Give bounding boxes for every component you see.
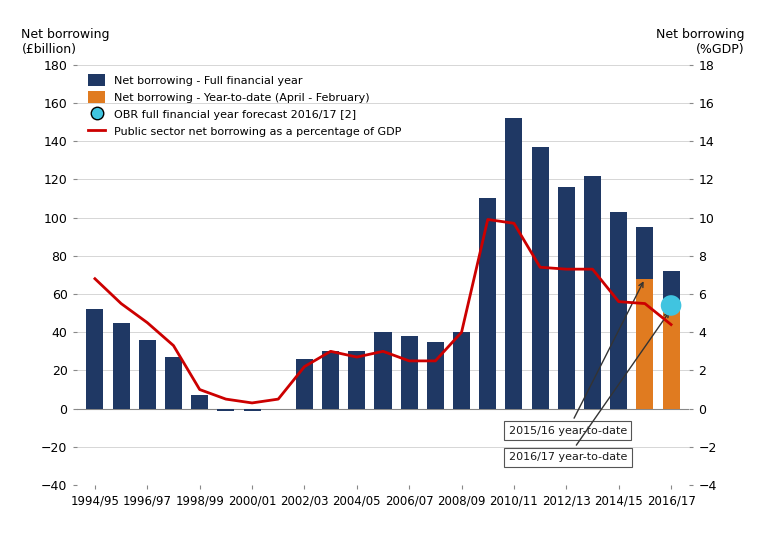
Legend: Net borrowing - Full financial year, Net borrowing - Year-to-date (April - Febru: Net borrowing - Full financial year, Net… — [88, 74, 401, 137]
Bar — [427, 342, 444, 409]
Bar — [532, 147, 548, 409]
Text: Net borrowing
(%GDP): Net borrowing (%GDP) — [656, 28, 745, 56]
Bar — [375, 332, 391, 409]
Bar — [87, 309, 103, 409]
Bar — [139, 340, 155, 409]
Bar — [480, 198, 496, 409]
Bar — [401, 336, 417, 409]
Point — [665, 301, 677, 310]
Text: 2015/16 year-to-date: 2015/16 year-to-date — [509, 282, 643, 436]
Bar — [637, 227, 653, 409]
Bar — [584, 176, 601, 409]
Bar — [663, 309, 679, 409]
Bar — [611, 212, 627, 409]
Bar — [218, 409, 234, 411]
Bar — [322, 351, 339, 409]
Text: 2016/17 year-to-date: 2016/17 year-to-date — [509, 313, 669, 462]
Bar — [244, 409, 260, 411]
Bar — [506, 118, 522, 409]
Bar — [637, 279, 653, 409]
Bar — [663, 271, 679, 409]
Bar — [192, 395, 208, 409]
Bar — [296, 359, 313, 409]
Bar — [453, 332, 470, 409]
Bar — [558, 187, 574, 409]
Bar — [165, 357, 182, 409]
Text: Net borrowing
(£billion): Net borrowing (£billion) — [21, 28, 110, 56]
Bar — [113, 323, 129, 409]
Bar — [349, 351, 365, 409]
